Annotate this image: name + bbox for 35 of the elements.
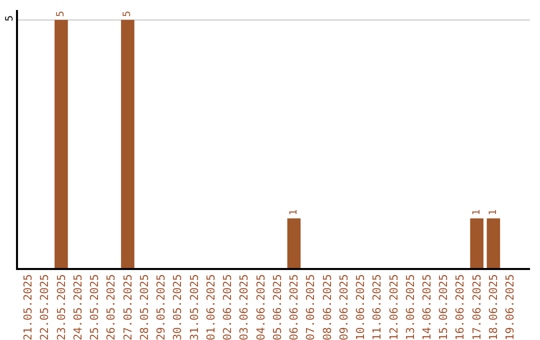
x-tick-label: 24.05.2025 (71, 274, 84, 340)
x-tick-label: 19.06.2025 (504, 274, 517, 340)
x-tick-label: 26.05.2025 (104, 274, 118, 340)
x-tick-label: 23.05.2025 (54, 274, 68, 340)
x-tick-label: 22.05.2025 (38, 274, 52, 340)
x-tick-label: 18.06.2025 (487, 274, 500, 340)
x-tick-label: 28.05.2025 (138, 274, 151, 340)
x-tick-label: 17.06.2025 (470, 274, 484, 340)
x-tick-label: 25.05.2025 (88, 274, 102, 340)
x-tick-label: 08.06.2025 (320, 274, 334, 340)
data-label: 1 (288, 209, 300, 216)
x-tick-label: 30.05.2025 (171, 274, 184, 340)
x-tick-label: 09.06.2025 (337, 274, 350, 340)
data-label: 5 (56, 10, 67, 17)
x-tick-label: 27.05.2025 (121, 274, 134, 340)
x-tick-label: 03.06.2025 (238, 274, 251, 340)
data-label: 1 (471, 209, 482, 216)
x-tick-label: 01.06.2025 (204, 274, 218, 340)
x-tick-label: 06.06.2025 (288, 274, 301, 340)
x-tick-label: 04.06.2025 (254, 274, 268, 340)
x-tick-label: 29.05.2025 (154, 274, 168, 340)
x-tick-label: 05.06.2025 (270, 274, 284, 340)
x-tick-label: 16.06.2025 (454, 274, 467, 340)
x-tick-label: 10.06.2025 (354, 274, 368, 340)
x-tick-label: 07.06.2025 (304, 274, 318, 340)
x-tick-label: 21.05.2025 (22, 274, 35, 340)
data-label: 5 (122, 10, 134, 17)
x-tick-label: 13.06.2025 (404, 274, 417, 340)
data-label: 1 (488, 209, 499, 216)
x-tick-label: 14.06.2025 (420, 274, 434, 340)
x-tick-label: 31.05.2025 (188, 274, 201, 340)
x-tick-label: 12.06.2025 (387, 274, 400, 340)
x-tick-label: 11.06.2025 (370, 274, 384, 340)
x-tick-label: 02.06.2025 (221, 274, 234, 340)
x-tick-label: 15.06.2025 (437, 274, 450, 340)
